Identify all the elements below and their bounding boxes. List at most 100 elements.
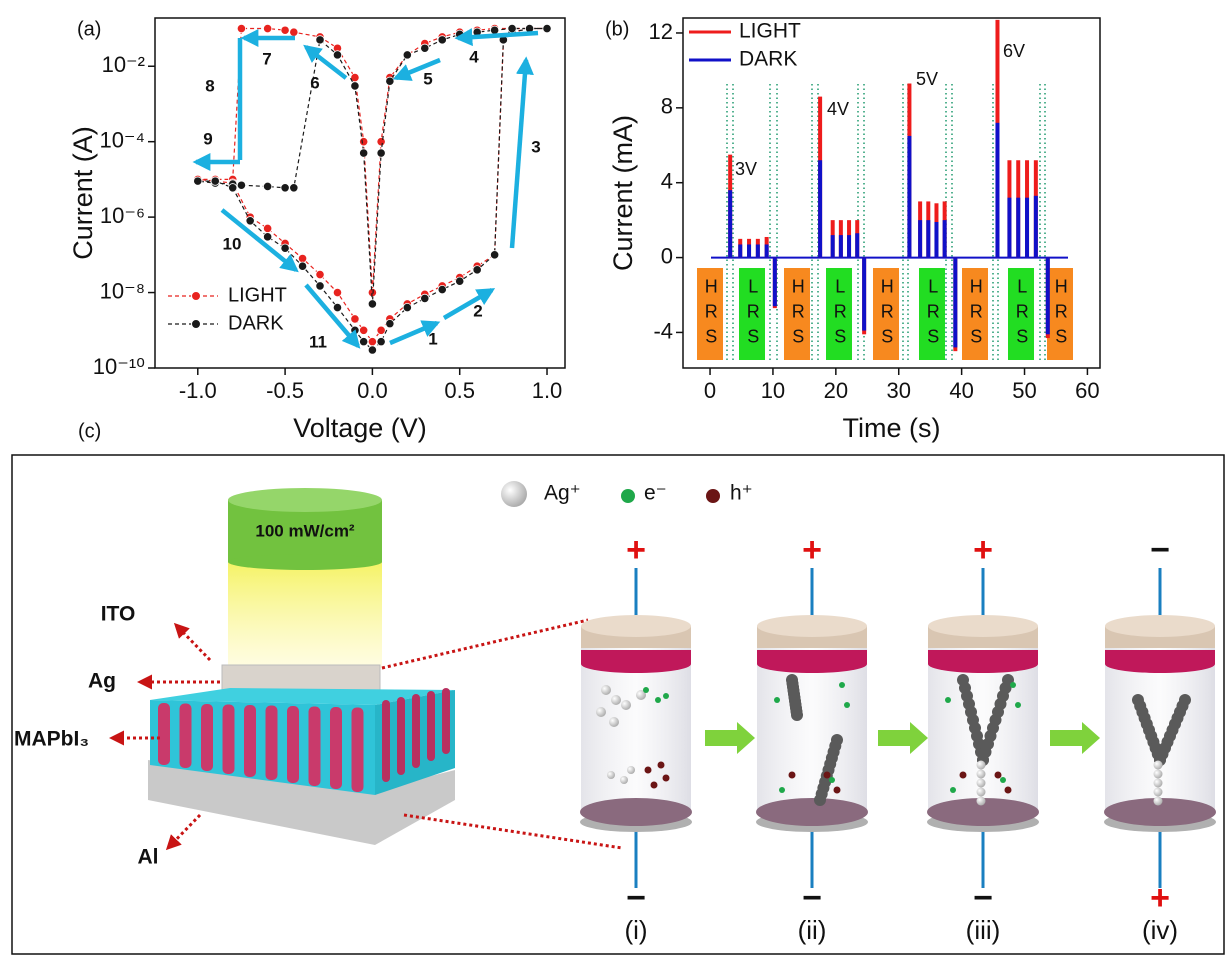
- pulse: [943, 220, 947, 257]
- data-point: [421, 294, 429, 302]
- ag-ion: [1154, 779, 1163, 788]
- state-label: LRS: [743, 277, 763, 352]
- data-point: [333, 51, 341, 59]
- ag-ion-icon: [501, 481, 527, 507]
- data-point: [316, 36, 324, 44]
- hole: [789, 772, 796, 779]
- electron: [655, 697, 661, 703]
- y-tick-label: 10⁻²: [102, 52, 145, 77]
- hole: [995, 772, 1002, 779]
- data-point: [333, 288, 341, 296]
- data-point: [298, 262, 306, 270]
- data-point: [298, 254, 306, 262]
- data-point: [386, 77, 394, 85]
- y-tick-label: 10⁻¹⁰: [93, 354, 145, 379]
- stage-label: (iv): [1142, 915, 1178, 945]
- hole-icon: [706, 489, 720, 503]
- pulse: [847, 235, 851, 257]
- magenta-band: [581, 655, 691, 673]
- hole: [824, 772, 831, 779]
- polarity-top: +: [626, 531, 646, 569]
- state-label: HRS: [701, 277, 721, 352]
- data-point: [403, 51, 411, 59]
- ag-ion: [977, 797, 986, 806]
- legend-label: LIGHT: [228, 284, 287, 306]
- annotation: 6V: [1003, 41, 1025, 61]
- pulse: [1034, 196, 1038, 258]
- magenta-band: [928, 655, 1038, 673]
- ag-ion: [977, 770, 986, 779]
- pulse: [839, 235, 843, 257]
- data-point: [359, 326, 367, 334]
- electron: [774, 697, 780, 703]
- ag-ion: [627, 766, 635, 774]
- electron: [1000, 777, 1006, 783]
- nanorod: [244, 705, 256, 777]
- progress-arrow: [705, 722, 755, 754]
- data-point: [263, 233, 271, 241]
- nanorod: [442, 688, 450, 754]
- ag-ion: [1154, 761, 1163, 770]
- polarity-top: −: [1150, 531, 1170, 569]
- pulse: [918, 220, 922, 257]
- pulse: [1007, 198, 1011, 258]
- x-tick-label: 1.0: [532, 378, 563, 403]
- annotation: 6: [310, 73, 319, 92]
- x-tick-label: 0.5: [444, 378, 475, 403]
- annotation: 2: [473, 301, 482, 320]
- data-point: [508, 24, 516, 32]
- layer-label: ITO: [101, 603, 136, 626]
- data-point: [543, 24, 551, 32]
- annotation-arrow: [444, 290, 492, 318]
- data-point: [421, 44, 429, 52]
- progress-arrow: [1050, 722, 1100, 754]
- data-point: [377, 149, 385, 157]
- data-point: [290, 28, 298, 36]
- nanorod: [330, 707, 342, 789]
- data-point: [368, 300, 376, 308]
- ag-ion: [596, 707, 606, 717]
- hole: [1005, 787, 1012, 794]
- y-tick-label: 10⁻⁶: [100, 203, 145, 228]
- data-point: [351, 315, 359, 323]
- electron: [829, 777, 835, 783]
- pulse: [855, 233, 859, 257]
- y-axis-title: Current (mA): [608, 115, 638, 271]
- pulse: [1046, 258, 1050, 335]
- polarity-bottom: −: [802, 879, 822, 917]
- pulse: [756, 244, 760, 257]
- data-point: [316, 270, 324, 278]
- pointer-arrow: [176, 625, 210, 660]
- x-axis-title: Time (s): [843, 413, 941, 443]
- x-tick-label: 0.0: [357, 378, 388, 403]
- nanorod: [397, 697, 405, 775]
- electron: [945, 697, 951, 703]
- magenta-band: [757, 655, 867, 673]
- electron: [839, 682, 845, 688]
- ag-ion: [977, 788, 986, 797]
- bottom-electrode: [756, 798, 868, 826]
- stage-label: (i): [624, 915, 647, 945]
- electron: [950, 787, 956, 793]
- ag-ion: [621, 700, 631, 710]
- ag-ion: [607, 771, 615, 779]
- pulse: [862, 258, 866, 331]
- data-point: [438, 36, 446, 44]
- legend-label: LIGHT: [739, 20, 801, 43]
- data-point: [333, 303, 341, 311]
- annotation: 4V: [827, 99, 849, 119]
- legend-label: e⁻: [644, 482, 667, 505]
- annotation: 9: [203, 129, 212, 148]
- top-cap: [757, 615, 867, 637]
- x-tick-label: 40: [949, 378, 973, 403]
- y-tick-label: 8: [661, 94, 673, 119]
- pulse: [831, 235, 835, 257]
- lamp-top: [228, 488, 382, 512]
- state-label: LRS: [923, 277, 943, 352]
- y-tick-label: -4: [653, 318, 673, 343]
- annotation: 3: [531, 137, 540, 156]
- top-cap: [928, 615, 1038, 637]
- ag-cluster: [814, 794, 826, 806]
- electron: [779, 787, 785, 793]
- ag-cluster: [791, 709, 803, 721]
